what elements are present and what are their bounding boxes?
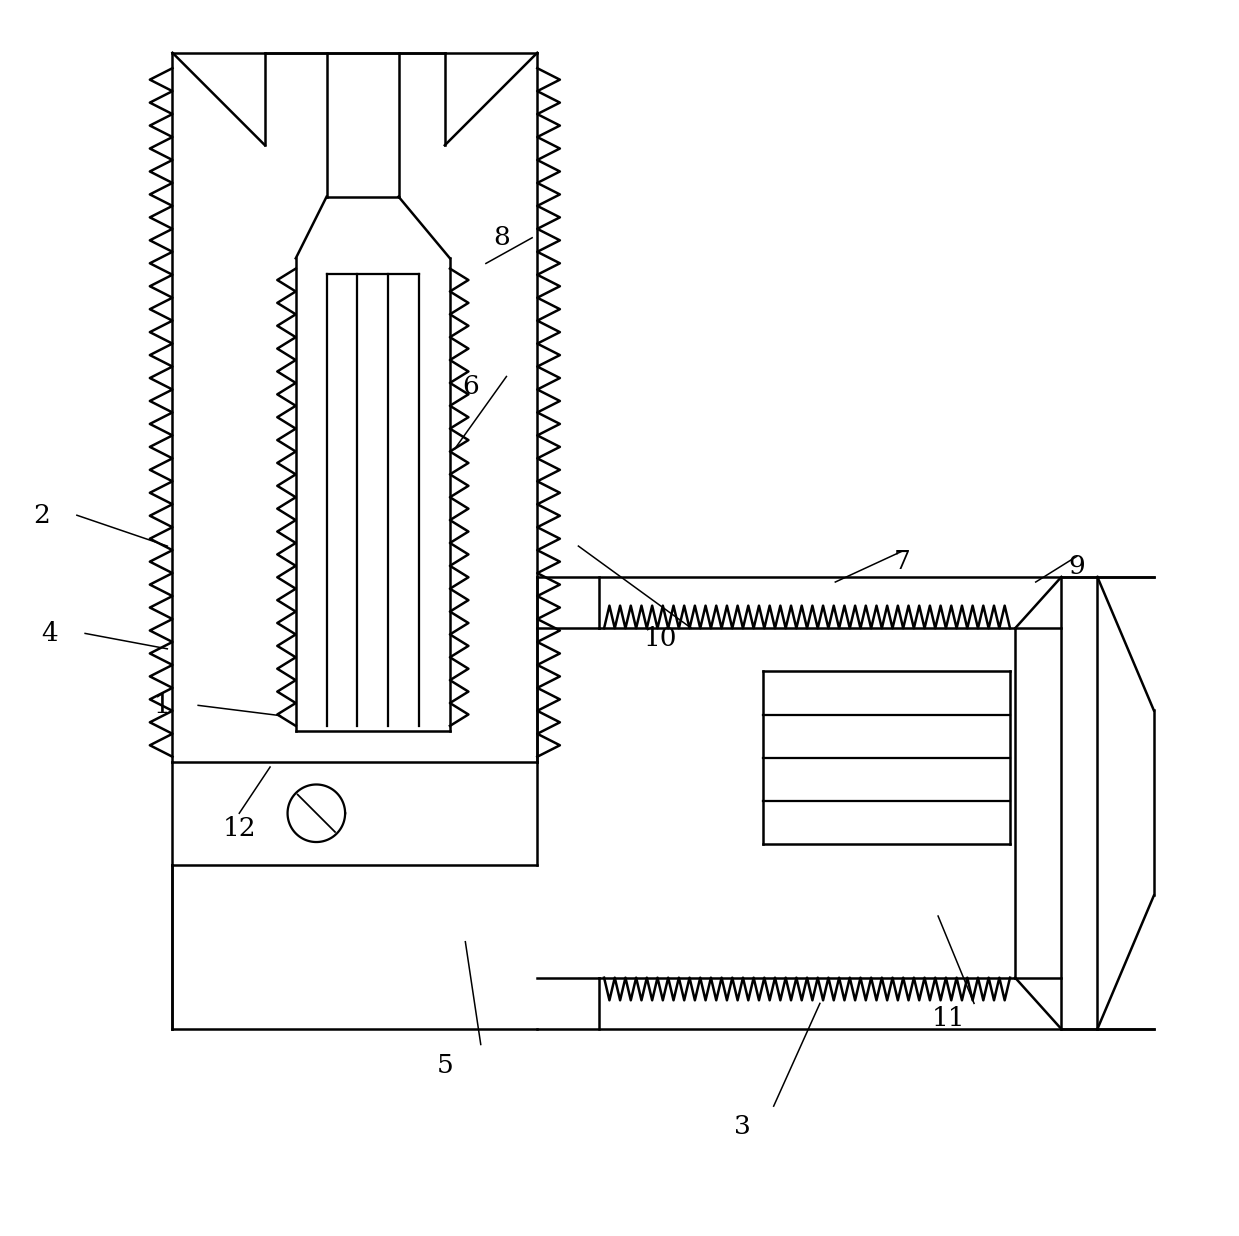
Text: 5: 5 xyxy=(436,1053,453,1078)
Text: 10: 10 xyxy=(644,627,678,651)
Text: 3: 3 xyxy=(735,1114,751,1140)
Text: 9: 9 xyxy=(1068,554,1085,580)
Text: 4: 4 xyxy=(41,620,57,646)
Text: 11: 11 xyxy=(932,1006,965,1031)
Text: 7: 7 xyxy=(893,549,911,574)
Text: 12: 12 xyxy=(223,816,256,842)
Text: 6: 6 xyxy=(462,375,478,399)
Text: 8: 8 xyxy=(493,225,509,250)
Text: 2: 2 xyxy=(33,503,51,528)
Text: 1: 1 xyxy=(154,693,171,718)
